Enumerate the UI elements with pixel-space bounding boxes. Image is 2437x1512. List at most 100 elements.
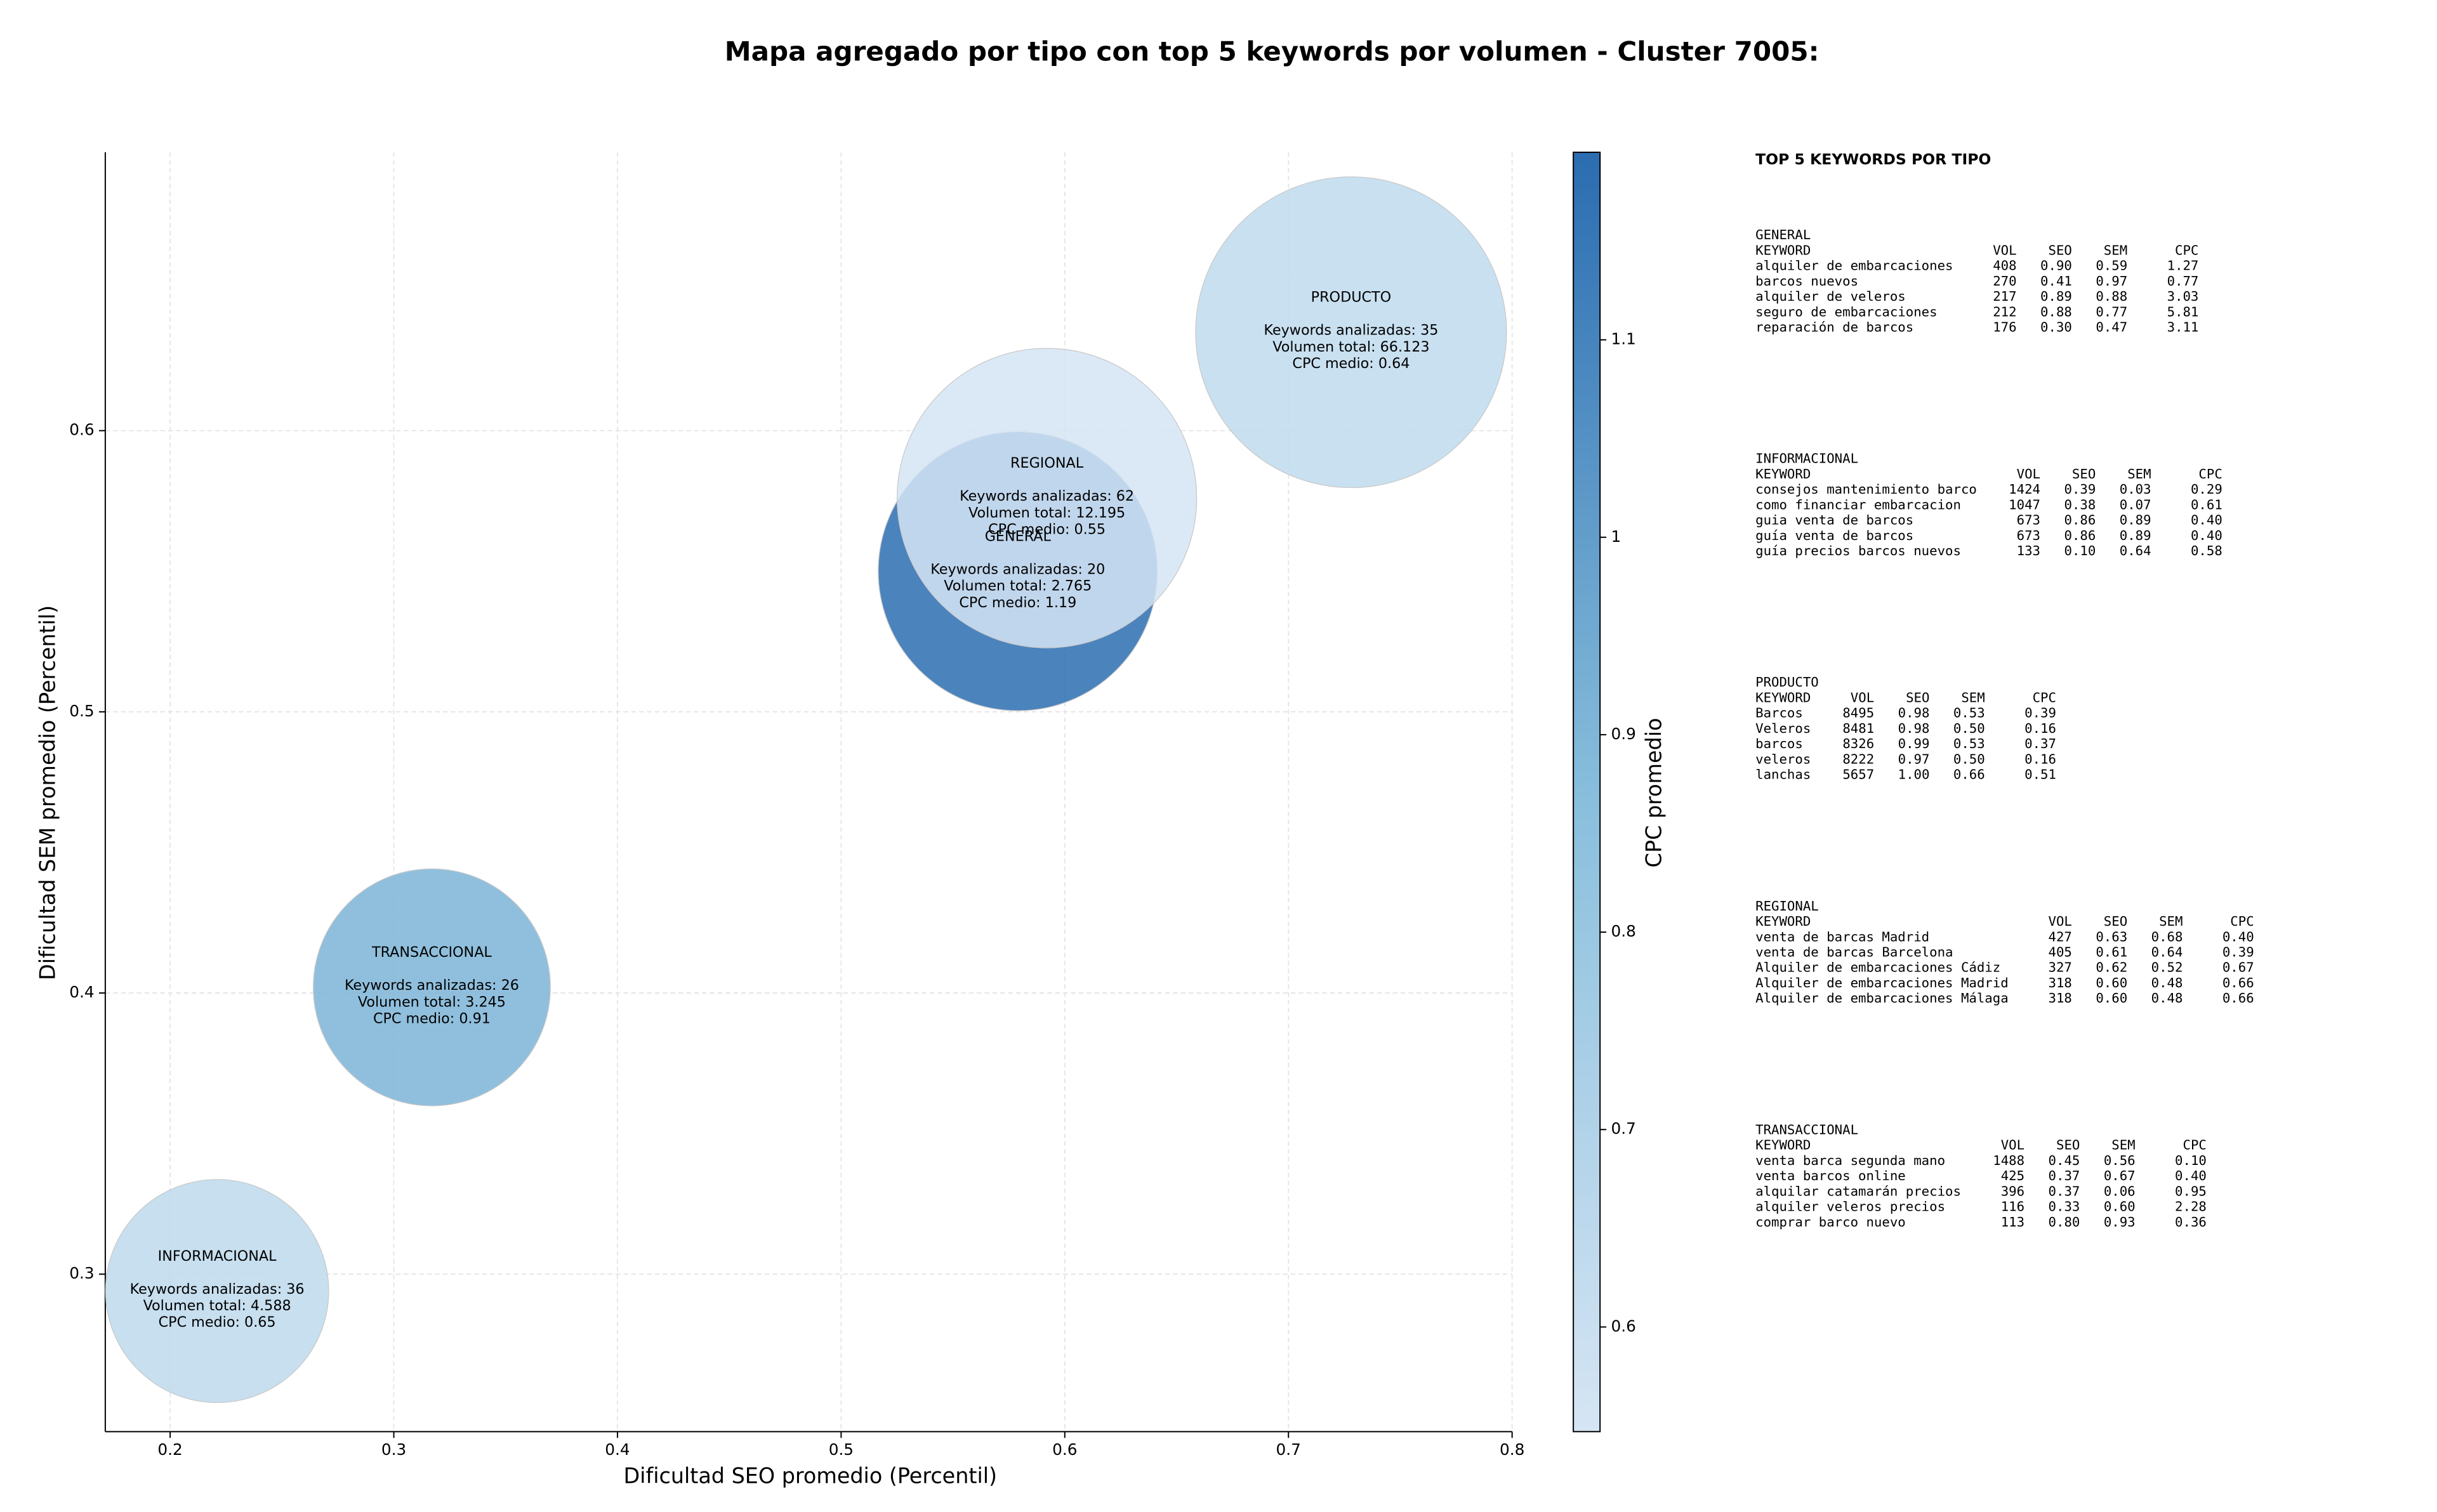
x-axis-label: Dificultad SEO promedio (Percentil): [623, 1464, 997, 1489]
metric-cell: 0.45: [2049, 1153, 2080, 1168]
bubble-label: INFORMACIONAL: [158, 1248, 277, 1265]
metric-cell: 0.95: [2175, 1183, 2207, 1199]
bubble-annotation: Volumen total: 12.195: [968, 504, 1125, 521]
column-header: SEO: [2049, 242, 2072, 258]
metric-cell: 0.07: [2120, 497, 2151, 512]
metric-cell: 0.40: [2191, 528, 2222, 543]
bubble-label: GENERAL: [985, 528, 1052, 544]
keyword-cell: como financiar embarcacion: [1755, 497, 1961, 512]
metric-cell: 0.64: [2151, 944, 2183, 959]
bubble-label: PRODUCTO: [1311, 289, 1391, 306]
column-header: KEYWORD: [1755, 914, 1811, 929]
bubble-annotation: Keywords analizadas: 35: [1264, 322, 1438, 339]
bubble-annotation: CPC medio: 0.65: [159, 1314, 276, 1331]
metric-cell: 0.97: [1898, 751, 1930, 766]
metric-cell: 0.29: [2191, 482, 2222, 497]
metric-cell: 0.39: [2024, 706, 2056, 721]
column-header: KEYWORD: [1755, 466, 1811, 482]
keyword-cell: venta barcos online: [1755, 1168, 1906, 1183]
metric-cell: 0.77: [2096, 304, 2127, 319]
metric-cell: 217: [1993, 289, 2016, 304]
metric-cell: 133: [2017, 543, 2040, 558]
bubble: [1195, 176, 1507, 489]
metric-cell: 1424: [2009, 482, 2040, 497]
metric-cell: 0.80: [2049, 1214, 2080, 1230]
metric-cell: 0.16: [2024, 751, 2056, 766]
section-title: GENERAL: [1755, 227, 1811, 242]
colorbar-label: CPC promedio: [1641, 718, 1666, 867]
metric-cell: 0.97: [2096, 273, 2127, 289]
column-header: CPC: [2175, 242, 2198, 258]
column-header: KEYWORD: [1755, 690, 1811, 705]
keyword-cell: Veleros: [1755, 721, 1811, 736]
column-header: VOL: [1851, 690, 1874, 705]
metric-cell: 0.66: [1953, 767, 1985, 782]
metric-cell: 0.53: [1953, 736, 1985, 751]
keyword-cell: Alquiler de embarcaciones Cádiz: [1755, 960, 2000, 975]
bubble-annotation: CPC medio: 1.19: [959, 595, 1076, 611]
metric-cell: 0.37: [2049, 1168, 2080, 1183]
keyword-cell: guía venta de barcos: [1755, 528, 1913, 543]
metric-cell: 0.10: [2064, 543, 2096, 558]
y-tick-label: 0.6: [69, 421, 94, 439]
metric-cell: 0.38: [2064, 497, 2096, 512]
metric-cell: 5657: [1842, 767, 1874, 782]
metric-cell: 0.40: [2175, 1168, 2207, 1183]
metric-cell: 0.37: [2049, 1183, 2080, 1199]
metric-cell: 0.67: [2222, 960, 2254, 975]
keyword-cell: venta de barcas Madrid: [1755, 929, 1929, 944]
panel-title: TOP 5 KEYWORDS POR TIPO: [1755, 150, 1991, 168]
metric-cell: 8222: [1842, 751, 1874, 766]
y-tick-label: 0.4: [69, 983, 94, 1001]
column-header: SEO: [2072, 466, 2096, 482]
metric-cell: 0.61: [2191, 497, 2222, 512]
metric-cell: 2.28: [2175, 1199, 2207, 1214]
bubble-annotation: Volumen total: 2.765: [944, 578, 1092, 595]
column-header: SEM: [2104, 242, 2127, 258]
metric-cell: 113: [2001, 1214, 2024, 1230]
bubble-annotation: Keywords analizadas: 62: [960, 488, 1134, 504]
keyword-cell: consejos mantenimiento barco: [1755, 482, 1977, 497]
column-header: KEYWORD: [1755, 242, 1811, 258]
metric-cell: 0.90: [2040, 258, 2072, 273]
metric-cell: 0.36: [2175, 1214, 2207, 1230]
y-axis-label: Dificultad SEM promedio (Percentil): [35, 605, 60, 980]
bubble-annotation: CPC medio: 0.55: [988, 522, 1106, 538]
column-header: SEM: [1961, 690, 1985, 705]
bubble: [313, 868, 551, 1107]
metric-cell: 0.86: [2064, 513, 2096, 528]
column-header: KEYWORD: [1755, 1138, 1811, 1153]
metric-cell: 0.59: [2096, 258, 2127, 273]
section-title: PRODUCTO: [1755, 674, 1819, 690]
x-tick-label: 0.7: [1276, 1440, 1301, 1459]
metric-cell: 0.33: [2049, 1199, 2080, 1214]
metric-cell: 0.60: [2104, 1199, 2136, 1214]
metric-cell: 3.03: [2167, 289, 2199, 304]
bubble-annotation: Keywords analizadas: 36: [130, 1281, 305, 1298]
bubble-annotation: Volumen total: 4.588: [143, 1298, 291, 1314]
metric-cell: 0.77: [2167, 273, 2199, 289]
metric-cell: 1.27: [2167, 258, 2199, 273]
colorbar-tick-label: 0.6: [1611, 1317, 1636, 1335]
metric-cell: 0.62: [2096, 960, 2127, 975]
metric-cell: 673: [2017, 513, 2040, 528]
metric-cell: 8326: [1842, 736, 1874, 751]
keyword-cell: lanchas: [1755, 767, 1811, 782]
column-header: VOL: [2049, 914, 2072, 929]
metric-cell: 8495: [1842, 706, 1874, 721]
keyword-cell: Alquiler de embarcaciones Madrid: [1755, 975, 2009, 990]
metric-cell: 396: [2001, 1183, 2024, 1199]
metric-cell: 0.50: [1953, 721, 1985, 736]
keyword-cell: alquiler veleros precios: [1755, 1199, 1945, 1214]
metric-cell: 0.50: [1953, 751, 1985, 766]
column-header: CPC: [2183, 1138, 2206, 1153]
column-header: VOL: [2001, 1138, 2024, 1153]
metric-cell: 0.89: [2120, 513, 2151, 528]
metric-cell: 0.40: [2222, 929, 2254, 944]
section-title: REGIONAL: [1755, 898, 1819, 914]
metric-cell: 0.89: [2040, 289, 2072, 304]
keyword-cell: reparación de barcos: [1755, 320, 1913, 335]
x-tick-label: 0.2: [157, 1440, 182, 1459]
metric-cell: 318: [2049, 975, 2072, 990]
